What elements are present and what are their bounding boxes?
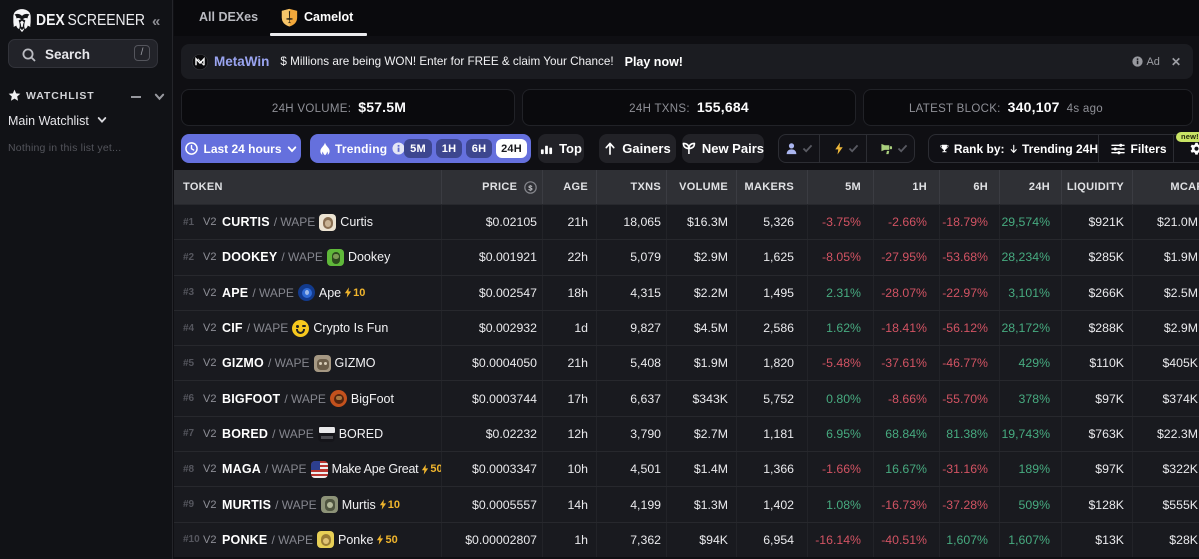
svg-text:$: $ bbox=[528, 183, 533, 192]
